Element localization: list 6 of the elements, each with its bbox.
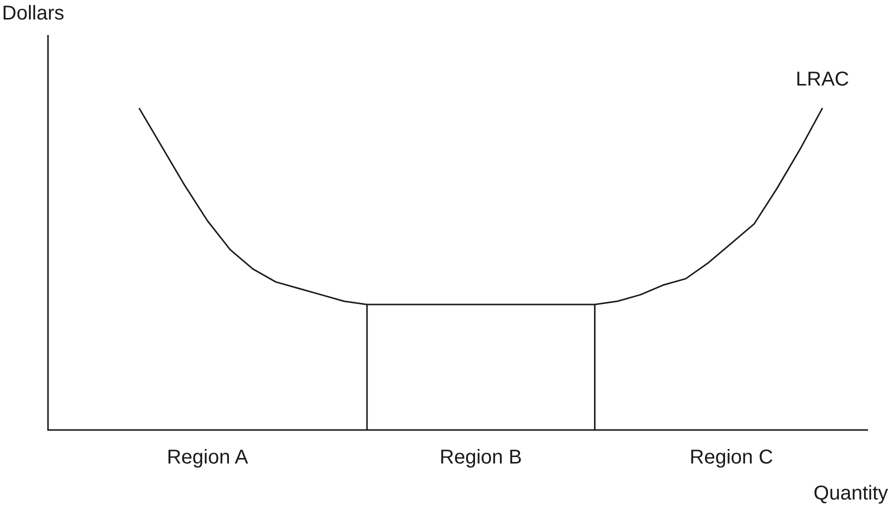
text: Region B [440,446,522,469]
series-label: LRAC [796,68,850,91]
x-axis-title: Quantity [814,482,888,505]
text: Region A [166,446,249,469]
text: Region C [690,446,774,469]
y-axis-title: Dollars [2,2,64,25]
